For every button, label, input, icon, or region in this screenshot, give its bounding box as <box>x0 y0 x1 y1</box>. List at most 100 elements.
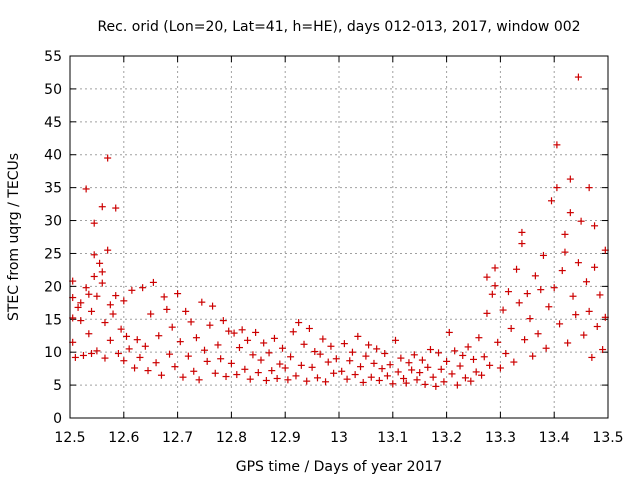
data-point <box>276 360 284 368</box>
data-point <box>265 349 273 357</box>
data-point <box>300 340 308 348</box>
data-point <box>106 301 114 309</box>
data-point <box>437 365 445 373</box>
data-point <box>553 184 561 192</box>
data-point <box>367 373 375 381</box>
data-point <box>513 265 521 273</box>
data-point <box>117 325 125 333</box>
data-point <box>187 318 195 326</box>
data-point <box>410 351 418 359</box>
data-point <box>515 299 523 307</box>
y-tick: 10 <box>44 345 608 361</box>
data-point <box>572 311 580 319</box>
x-tick: 12.6 <box>108 56 139 446</box>
data-point <box>179 373 187 381</box>
data-point <box>585 184 593 192</box>
x-tick-label: 13 <box>330 430 348 446</box>
data-point <box>144 367 152 375</box>
data-point <box>131 364 139 372</box>
data-point <box>308 363 316 371</box>
data-point <box>588 353 596 361</box>
data-point <box>152 359 160 367</box>
data-point <box>375 376 383 384</box>
data-point <box>424 363 432 371</box>
x-tick-label: 12.9 <box>270 430 301 446</box>
data-point <box>362 352 370 360</box>
data-point <box>580 331 588 339</box>
data-point <box>303 377 311 385</box>
data-point <box>459 351 467 359</box>
data-point <box>209 302 217 310</box>
data-point <box>381 349 389 357</box>
data-point <box>93 347 101 355</box>
data-point <box>88 307 96 315</box>
data-point <box>467 377 475 385</box>
data-point <box>214 341 222 349</box>
y-axis-label: STEC from uqrg / TECUs <box>6 153 22 321</box>
data-point <box>564 339 572 347</box>
data-point <box>553 141 561 149</box>
y-tick-label: 50 <box>44 82 62 98</box>
data-point <box>521 336 529 344</box>
data-point <box>496 364 504 372</box>
data-point <box>241 365 249 373</box>
data-point <box>230 329 238 337</box>
data-point <box>550 284 558 292</box>
data-point <box>90 272 98 280</box>
data-point <box>478 371 486 379</box>
y-tick-label: 20 <box>44 279 62 295</box>
data-point <box>548 197 556 205</box>
data-point <box>577 217 585 225</box>
data-point <box>101 319 109 327</box>
data-point <box>591 222 599 230</box>
data-point <box>273 375 281 383</box>
data-point <box>244 336 252 344</box>
data-point <box>475 334 483 342</box>
data-point <box>85 330 93 338</box>
data-point <box>284 376 292 384</box>
y-tick-label: 25 <box>44 246 62 262</box>
data-point <box>295 319 303 327</box>
data-point <box>93 292 101 300</box>
data-point <box>346 357 354 365</box>
data-point <box>491 264 499 272</box>
data-point <box>120 297 128 305</box>
y-tick-label: 15 <box>44 312 62 328</box>
y-tick-label: 40 <box>44 148 62 164</box>
data-point <box>98 203 106 211</box>
data-point <box>235 344 243 352</box>
data-point <box>190 367 198 375</box>
x-tick-label: 12.6 <box>108 430 139 446</box>
data-point <box>537 286 545 294</box>
data-point <box>445 328 453 336</box>
x-tick: 13.4 <box>539 56 570 446</box>
data-point <box>486 361 494 369</box>
data-point <box>184 352 192 360</box>
data-point <box>157 371 165 379</box>
data-point <box>389 380 397 388</box>
data-point <box>289 328 297 336</box>
data-point <box>566 175 574 183</box>
data-point <box>171 363 179 371</box>
data-point <box>96 259 104 267</box>
data-point <box>526 315 534 323</box>
data-point <box>400 375 408 383</box>
data-point <box>529 352 537 360</box>
data-point <box>322 378 330 386</box>
data-point <box>426 346 434 354</box>
data-point <box>260 339 268 347</box>
data-point <box>470 355 477 363</box>
data-point <box>373 345 381 353</box>
data-point <box>90 251 98 259</box>
data-point <box>305 324 313 332</box>
data-point <box>203 357 211 365</box>
x-tick-label: 12.7 <box>162 430 193 446</box>
x-ticks: 12.5 12.6 12.7 12.8 12.9 13 13.1 13.2 13.3 13.4 13… <box>54 56 624 446</box>
data-point <box>472 368 480 376</box>
y-tick: 40 <box>44 148 608 164</box>
data-point <box>324 358 332 366</box>
data-point <box>359 378 367 386</box>
data-point <box>74 303 82 311</box>
data-point <box>104 154 112 162</box>
data-point <box>101 354 109 362</box>
